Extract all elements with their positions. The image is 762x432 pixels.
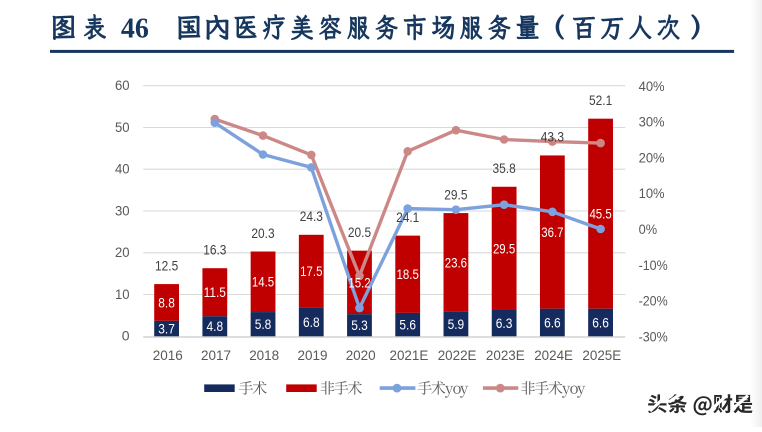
- svg-text:0: 0: [122, 328, 130, 344]
- svg-text:2023E: 2023E: [486, 347, 525, 363]
- svg-text:2016: 2016: [153, 347, 183, 363]
- svg-text:-30%: -30%: [639, 328, 668, 344]
- svg-text:35.8: 35.8: [493, 161, 516, 176]
- svg-text:29.5: 29.5: [493, 241, 516, 256]
- svg-text:2017: 2017: [201, 347, 231, 363]
- svg-text:20.5: 20.5: [348, 225, 371, 240]
- svg-text:43.3: 43.3: [541, 130, 564, 145]
- svg-text:46: 46: [121, 14, 149, 45]
- svg-text:2021E: 2021E: [390, 347, 429, 363]
- svg-text:-10%: -10%: [639, 257, 668, 273]
- svg-text:4.8: 4.8: [207, 319, 224, 334]
- svg-text:2025E: 2025E: [582, 347, 621, 363]
- svg-text:2019: 2019: [298, 347, 328, 363]
- svg-text:24.3: 24.3: [300, 209, 323, 224]
- svg-text:12.5: 12.5: [155, 258, 178, 273]
- svg-text:10: 10: [115, 286, 130, 302]
- svg-text:17.5: 17.5: [300, 264, 323, 279]
- svg-text:11.5: 11.5: [204, 285, 227, 300]
- svg-text:60: 60: [115, 77, 130, 93]
- svg-text:2024E: 2024E: [534, 347, 573, 363]
- svg-text:40: 40: [115, 161, 130, 177]
- svg-text:15.2: 15.2: [348, 275, 370, 290]
- svg-text:50: 50: [115, 119, 130, 135]
- svg-text:45.5: 45.5: [589, 207, 612, 222]
- svg-text:6.8: 6.8: [303, 315, 320, 330]
- svg-text:10%: 10%: [639, 185, 665, 201]
- svg-text:30%: 30%: [639, 114, 665, 130]
- svg-text:24.1: 24.1: [396, 210, 419, 225]
- svg-text:3.7: 3.7: [158, 322, 175, 337]
- svg-text:20.3: 20.3: [251, 226, 274, 241]
- svg-text:2022E: 2022E: [438, 347, 477, 363]
- svg-text:5.3: 5.3: [351, 318, 368, 333]
- svg-text:52.1: 52.1: [589, 93, 612, 108]
- svg-text:6.6: 6.6: [592, 315, 609, 330]
- svg-text:8.8: 8.8: [158, 295, 175, 310]
- svg-text:5.6: 5.6: [399, 318, 416, 333]
- svg-text:23.6: 23.6: [445, 255, 468, 270]
- svg-text:16.3: 16.3: [203, 243, 226, 258]
- svg-text:2020: 2020: [346, 347, 376, 363]
- svg-text:29.5: 29.5: [444, 187, 467, 202]
- svg-text:30: 30: [115, 202, 130, 218]
- svg-text:5.9: 5.9: [448, 317, 465, 332]
- svg-text:20%: 20%: [639, 149, 665, 165]
- svg-text:14.5: 14.5: [252, 275, 275, 290]
- svg-text:36.7: 36.7: [541, 225, 563, 240]
- svg-text:40%: 40%: [639, 78, 665, 94]
- svg-text:6.6: 6.6: [544, 315, 561, 330]
- svg-text:0%: 0%: [639, 221, 658, 237]
- svg-text:20: 20: [115, 244, 130, 260]
- svg-text:6.3: 6.3: [496, 316, 513, 331]
- svg-text:2018: 2018: [249, 347, 279, 363]
- svg-text:5.8: 5.8: [255, 317, 272, 332]
- svg-text:-20%: -20%: [639, 293, 668, 309]
- svg-text:18.5: 18.5: [397, 267, 420, 282]
